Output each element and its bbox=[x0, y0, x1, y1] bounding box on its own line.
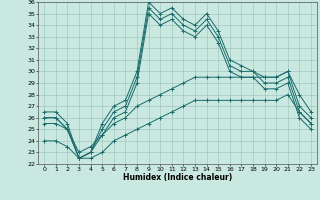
X-axis label: Humidex (Indice chaleur): Humidex (Indice chaleur) bbox=[123, 173, 232, 182]
